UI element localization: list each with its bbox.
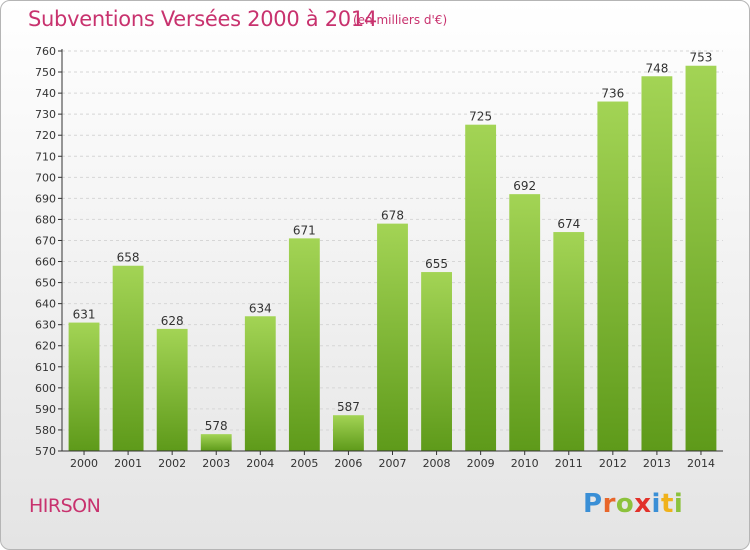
y-tick-label: 590 [35, 403, 56, 416]
x-tick-label: 2013 [643, 457, 671, 470]
data-label: 725 [469, 110, 492, 124]
x-tick-label: 2014 [687, 457, 715, 470]
x-tick-label: 2002 [158, 457, 186, 470]
y-tick-label: 700 [35, 171, 56, 184]
y-tick-label: 710 [35, 150, 56, 163]
logo-letter: o [615, 489, 635, 519]
x-tick-label: 2000 [70, 457, 98, 470]
chart-subtitle: (en milliers d'€) [353, 13, 448, 27]
x-tick-label: 2004 [246, 457, 274, 470]
y-tick-label: 610 [35, 361, 56, 374]
y-tick-label: 580 [35, 424, 56, 437]
x-tick-label: 2001 [114, 457, 142, 470]
bar [553, 232, 585, 451]
y-tick-label: 740 [35, 87, 56, 100]
y-tick-label: 750 [35, 66, 56, 79]
y-tick-label: 570 [35, 445, 56, 458]
x-tick-label: 2010 [511, 457, 539, 470]
bar [156, 328, 188, 451]
data-label: 753 [690, 51, 713, 65]
data-label: 658 [117, 251, 140, 265]
x-tick-label: 2011 [555, 457, 583, 470]
data-label: 692 [513, 179, 536, 193]
bars [68, 65, 717, 452]
logo-letter: P [583, 489, 603, 519]
y-tick-label: 670 [35, 234, 56, 247]
bar [641, 76, 673, 452]
x-tick-label: 2003 [202, 457, 230, 470]
data-label: 748 [645, 61, 668, 75]
logo-letter: r [602, 489, 616, 519]
data-label: 578 [205, 419, 228, 433]
data-label: 678 [381, 209, 404, 223]
x-tick-label: 2007 [379, 457, 407, 470]
axes [58, 49, 723, 455]
y-tick-label: 620 [35, 340, 56, 353]
x-tick-label: 2012 [599, 457, 627, 470]
y-tick-label: 640 [35, 298, 56, 311]
chart-title: Subventions Versées 2000 à 2014 [28, 7, 377, 31]
y-tick-label: 690 [35, 192, 56, 205]
logo-letter: i [651, 489, 661, 519]
y-tick-label: 600 [35, 382, 56, 395]
x-tick-label: 2008 [423, 457, 451, 470]
bar [421, 272, 452, 451]
bar [597, 101, 629, 452]
data-label: 631 [73, 308, 96, 322]
bar [68, 322, 100, 451]
bar [465, 124, 497, 452]
proxiti-logo: Proxiti [583, 489, 683, 519]
labels: 570 580 590 600 610 620 630 640 650 660 670 680 690 7… [35, 45, 715, 470]
y-tick-label: 660 [35, 256, 56, 269]
bar [288, 238, 320, 451]
bar [509, 194, 541, 451]
data-label: 671 [293, 223, 316, 237]
y-tick-label: 680 [35, 213, 56, 226]
y-tick-label: 720 [35, 129, 56, 142]
x-tick-label: 2009 [467, 457, 495, 470]
bar [685, 65, 717, 451]
x-tick-label: 2006 [334, 457, 362, 470]
bar [112, 265, 144, 451]
y-tick-label: 760 [35, 45, 56, 58]
data-label: 736 [601, 87, 624, 101]
data-label: 655 [425, 257, 448, 271]
data-label: 628 [161, 314, 184, 328]
bar [244, 316, 276, 451]
bar [377, 223, 408, 451]
data-label: 674 [557, 217, 580, 231]
x-tick-label: 2005 [290, 457, 318, 470]
data-label: 587 [337, 400, 360, 414]
logo-letter: t [660, 489, 674, 519]
place-name: HIRSON [29, 495, 101, 517]
y-tick-label: 630 [35, 319, 56, 332]
logo-letter: i [673, 489, 684, 519]
logo-letter: x [634, 489, 652, 519]
data-label: 634 [249, 301, 272, 315]
y-tick-label: 730 [35, 108, 56, 121]
bar [200, 434, 232, 451]
bar [333, 415, 364, 451]
y-tick-label: 650 [35, 277, 56, 290]
